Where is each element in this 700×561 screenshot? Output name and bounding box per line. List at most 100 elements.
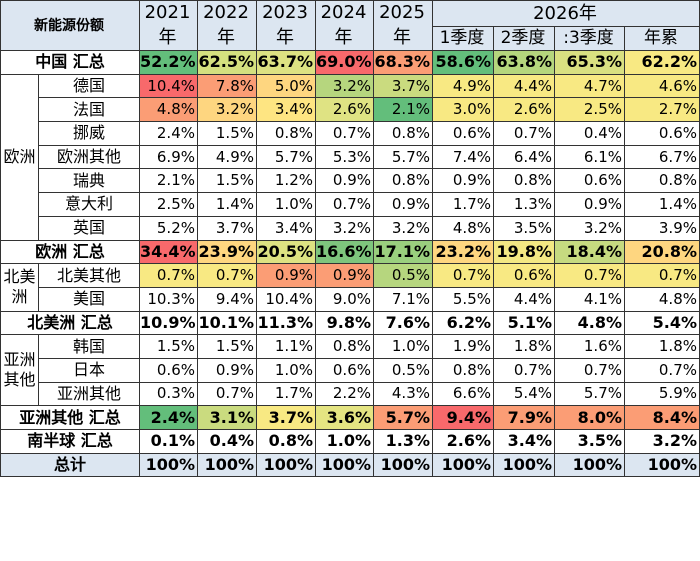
share-table: 新能源份额 2021 年 2022 年 2023 年 2024 年 2025 年… [0,0,700,478]
value-cell: 0.8% [256,121,316,146]
total-row: 中国 汇总 52.2% 62.5% 63.7% 69.0% 68.3% 58.6% 63.8%… [0,50,700,75]
value-cell: 100% [139,452,198,478]
value-cell: 62.5% [197,50,257,75]
value-cell: 6.6% [432,381,494,407]
value-cell: 3.7% [197,215,257,241]
table-title: 新能源份额 [0,0,140,51]
value-cell: 3.2% [554,215,625,241]
year-label: 2024 年 [320,2,367,48]
value-cell: 5.5% [432,286,494,312]
region-label: 欧洲 [0,73,39,241]
value-cell: 8.0% [554,405,625,430]
total-label: 北美洲 汇总 [0,310,140,336]
value-cell: 68.3% [373,50,433,75]
value-cell: 3.5% [554,429,625,454]
year-label: 2022 年 [203,2,249,48]
total-row: 欧洲 汇总 34.4% 23.9% 20.5% 16.6% 17.1% 23.2% 19.8%… [0,239,700,265]
region-label: 亚洲其他 [0,334,39,407]
value-cell: 3.4% [256,97,316,123]
table-row: 日本 0.6% 0.9% 1.0% 0.6% 0.5% 0.8% 0.7% 0.7% 0.7% [1,357,700,383]
value-cell: 100% [432,452,494,478]
value-cell: 2.1% [139,168,198,194]
value-cell: 1.5% [197,334,257,359]
value-cell: 2.5% [554,97,625,123]
value-cell: 0.9% [554,192,625,217]
country-label: 日本 [38,357,140,383]
value-cell: 0.7% [432,263,494,288]
value-cell: 0.7% [315,192,374,217]
year-header: 2021 年 [139,0,198,51]
table-row: 亚洲其他 0.3% 0.7% 1.7% 2.2% 4.3% 6.6% 5.4% 5.7% 5.9% [1,381,700,407]
value-cell: 63.7% [256,50,316,75]
value-cell: 4.8% [432,215,494,241]
value-cell: 0.6% [315,357,374,383]
value-cell: 4.6% [624,73,700,99]
value-cell: 0.8% [493,168,555,194]
value-cell: 5.7% [554,381,625,407]
year-header: 2025 年 [373,0,433,51]
value-cell: 34.4% [139,239,198,265]
value-cell: 0.1% [139,429,198,454]
table-row: 北美洲 北美其他 0.7% 0.7% 0.9% 0.9% 0.5% 0.7% 0.6% 0.7% 0… [0,263,700,312]
country-label: 北美其他 [38,263,140,288]
value-cell: 0.4% [554,121,625,146]
value-cell: 3.4% [493,429,555,454]
table-row: 英国 5.2% 3.7% 3.4% 3.2% 3.2% 4.8% 3.5% 3.2% 3.9% [1,215,700,241]
value-cell: 0.5% [373,263,433,288]
value-cell: 63.8% [493,50,555,75]
value-cell: 8.4% [624,405,700,430]
quarter-header: 2季度 [493,26,555,51]
value-cell: 58.6% [432,50,494,75]
value-cell: 0.5% [373,357,433,383]
value-cell: 2.6% [432,429,494,454]
value-cell: 6.2% [432,310,494,336]
value-cell: 1.8% [624,334,700,359]
value-cell: 1.7% [256,381,316,407]
value-cell: 0.7% [197,263,257,288]
value-cell: 0.8% [373,168,433,194]
value-cell: 4.3% [373,381,433,407]
value-cell: 7.1% [373,286,433,312]
value-cell: 0.8% [624,168,700,194]
value-cell: 10.4% [139,73,198,99]
value-cell: 1.7% [432,192,494,217]
country-label: 意大利 [38,192,140,217]
value-cell: 6.4% [493,144,555,170]
value-cell: 5.0% [256,73,316,99]
value-cell: 7.6% [373,310,433,336]
value-cell: 100% [315,452,374,478]
value-cell: 65.3% [554,50,625,75]
value-cell: 1.5% [197,168,257,194]
total-row: 亚洲其他 汇总 2.4% 3.1% 3.7% 3.6% 5.7% 9.4% 7.9% 8.0% 8… [0,405,700,430]
value-cell: 2.6% [493,97,555,123]
value-cell: 0.7% [624,357,700,383]
value-cell: 4.8% [139,97,198,123]
value-cell: 1.5% [139,334,198,359]
value-cell: 10.1% [197,310,257,336]
value-cell: 0.4% [197,429,257,454]
value-cell: 100% [554,452,625,478]
value-cell: 0.8% [373,121,433,146]
value-cell: 3.2% [197,97,257,123]
value-cell: 17.1% [373,239,433,265]
value-cell: 18.4% [554,239,625,265]
value-cell: 0.7% [554,263,625,288]
value-cell: 0.8% [256,429,316,454]
table-row: 欧洲 德国 10.4% 7.8% 5.0% 3.2% 3.7% 4.9% 4.4% 4.7% 4.6… [0,73,700,241]
value-cell: 0.3% [139,381,198,407]
value-cell: 100% [256,452,316,478]
value-cell: 4.9% [197,144,257,170]
table-row: 挪威 2.4% 1.5% 0.8% 0.7% 0.8% 0.6% 0.7% 0.4% 0.6% [1,121,700,146]
table-row: 欧洲其他 6.9% 4.9% 5.7% 5.3% 5.7% 7.4% 6.4% 6.1% 6.7% [1,144,700,170]
value-cell: 3.0% [432,97,494,123]
country-label: 德国 [38,73,140,99]
value-cell: 0.7% [315,121,374,146]
value-cell: 0.6% [139,357,198,383]
value-cell: 100% [624,452,700,478]
value-cell: 5.7% [256,144,316,170]
value-cell: 2.7% [624,97,700,123]
country-label: 欧洲其他 [38,144,140,170]
header-row-1: 新能源份额 2021 年 2022 年 2023 年 2024 年 2025 年… [0,0,700,51]
value-cell: 7.9% [493,405,555,430]
value-cell: 3.7% [373,73,433,99]
